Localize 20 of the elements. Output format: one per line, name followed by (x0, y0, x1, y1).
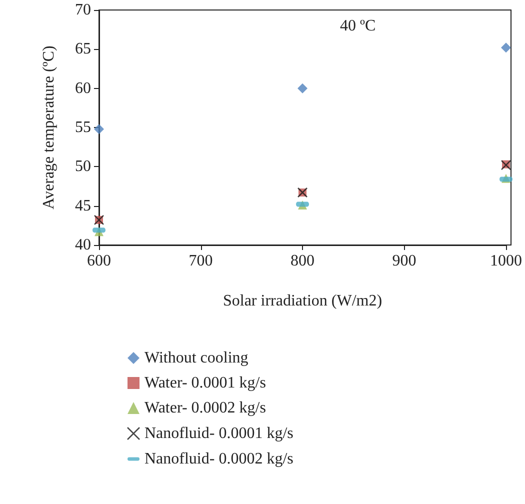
y-tick-label: 60 (75, 80, 91, 97)
legend-label: Water- 0.0002 kg/s (144, 400, 266, 416)
legend-label: Nanofluid- 0.0001 kg/s (144, 425, 294, 442)
x-tick-label: 600 (87, 252, 111, 270)
y-tick-label: 45 (75, 197, 91, 214)
y-tick-label: 70 (75, 2, 91, 18)
annotation: 40 ºC (340, 18, 376, 34)
x-tick-label: 800 (290, 252, 314, 270)
legend-label: Nanofluid- 0.0002 kg/s (144, 450, 294, 468)
y-axis-title: Average temperature (ºC) (40, 46, 58, 210)
x-axis-title: Solar irradiation (W/m2) (222, 292, 382, 310)
y-tick-label: 55 (75, 119, 91, 136)
y-tick-label: 65 (75, 40, 91, 58)
y-tick-label: 50 (75, 158, 91, 176)
x-tick-label: 900 (392, 252, 416, 270)
legend-label: Water- 0.0001 kg/s (144, 374, 266, 392)
x-tick-label: 700 (188, 252, 213, 270)
y-tick-label: 40 (75, 236, 91, 254)
legend-label: Without cooling (144, 350, 248, 366)
x-tick-label: 1000 (490, 252, 522, 270)
